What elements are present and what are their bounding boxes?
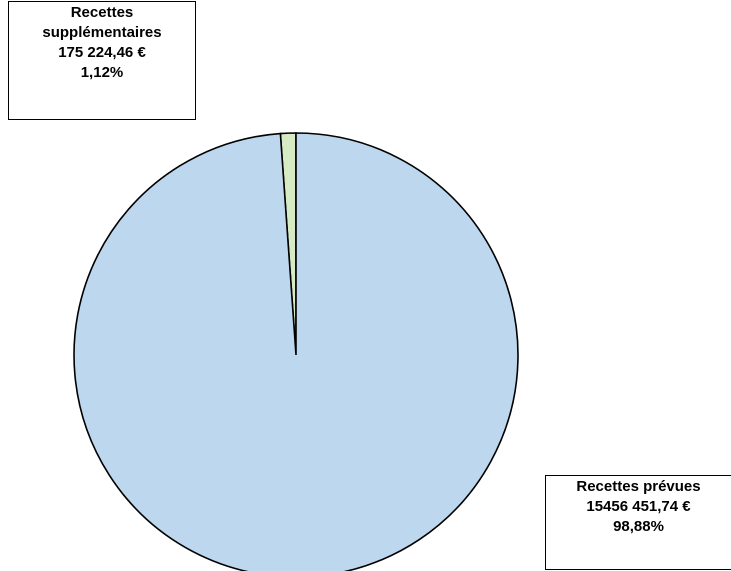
slice-name-line-1: Recettes [70,4,134,21]
data-label-recettes-prevues: Recettes prévues 15456 451,74 € 98,88% [545,475,731,570]
slice-value-label: 175 224,46 € [58,44,146,61]
slice-percent-label: 1,12% [80,64,124,81]
pie-slices [73,132,519,571]
slice-value-label: 15456 451,74 € [586,498,691,515]
pie-slice-recettes-prevues [73,132,519,571]
slice-name-line-1: Recettes prévues [576,478,701,495]
data-label-recettes-supplementaires: Recettes supplémentaires 175 224,46 € 1,… [8,1,196,120]
slice-name-line-2: supplémentaires [42,24,162,41]
slice-percent-label: 98,88% [613,518,664,535]
